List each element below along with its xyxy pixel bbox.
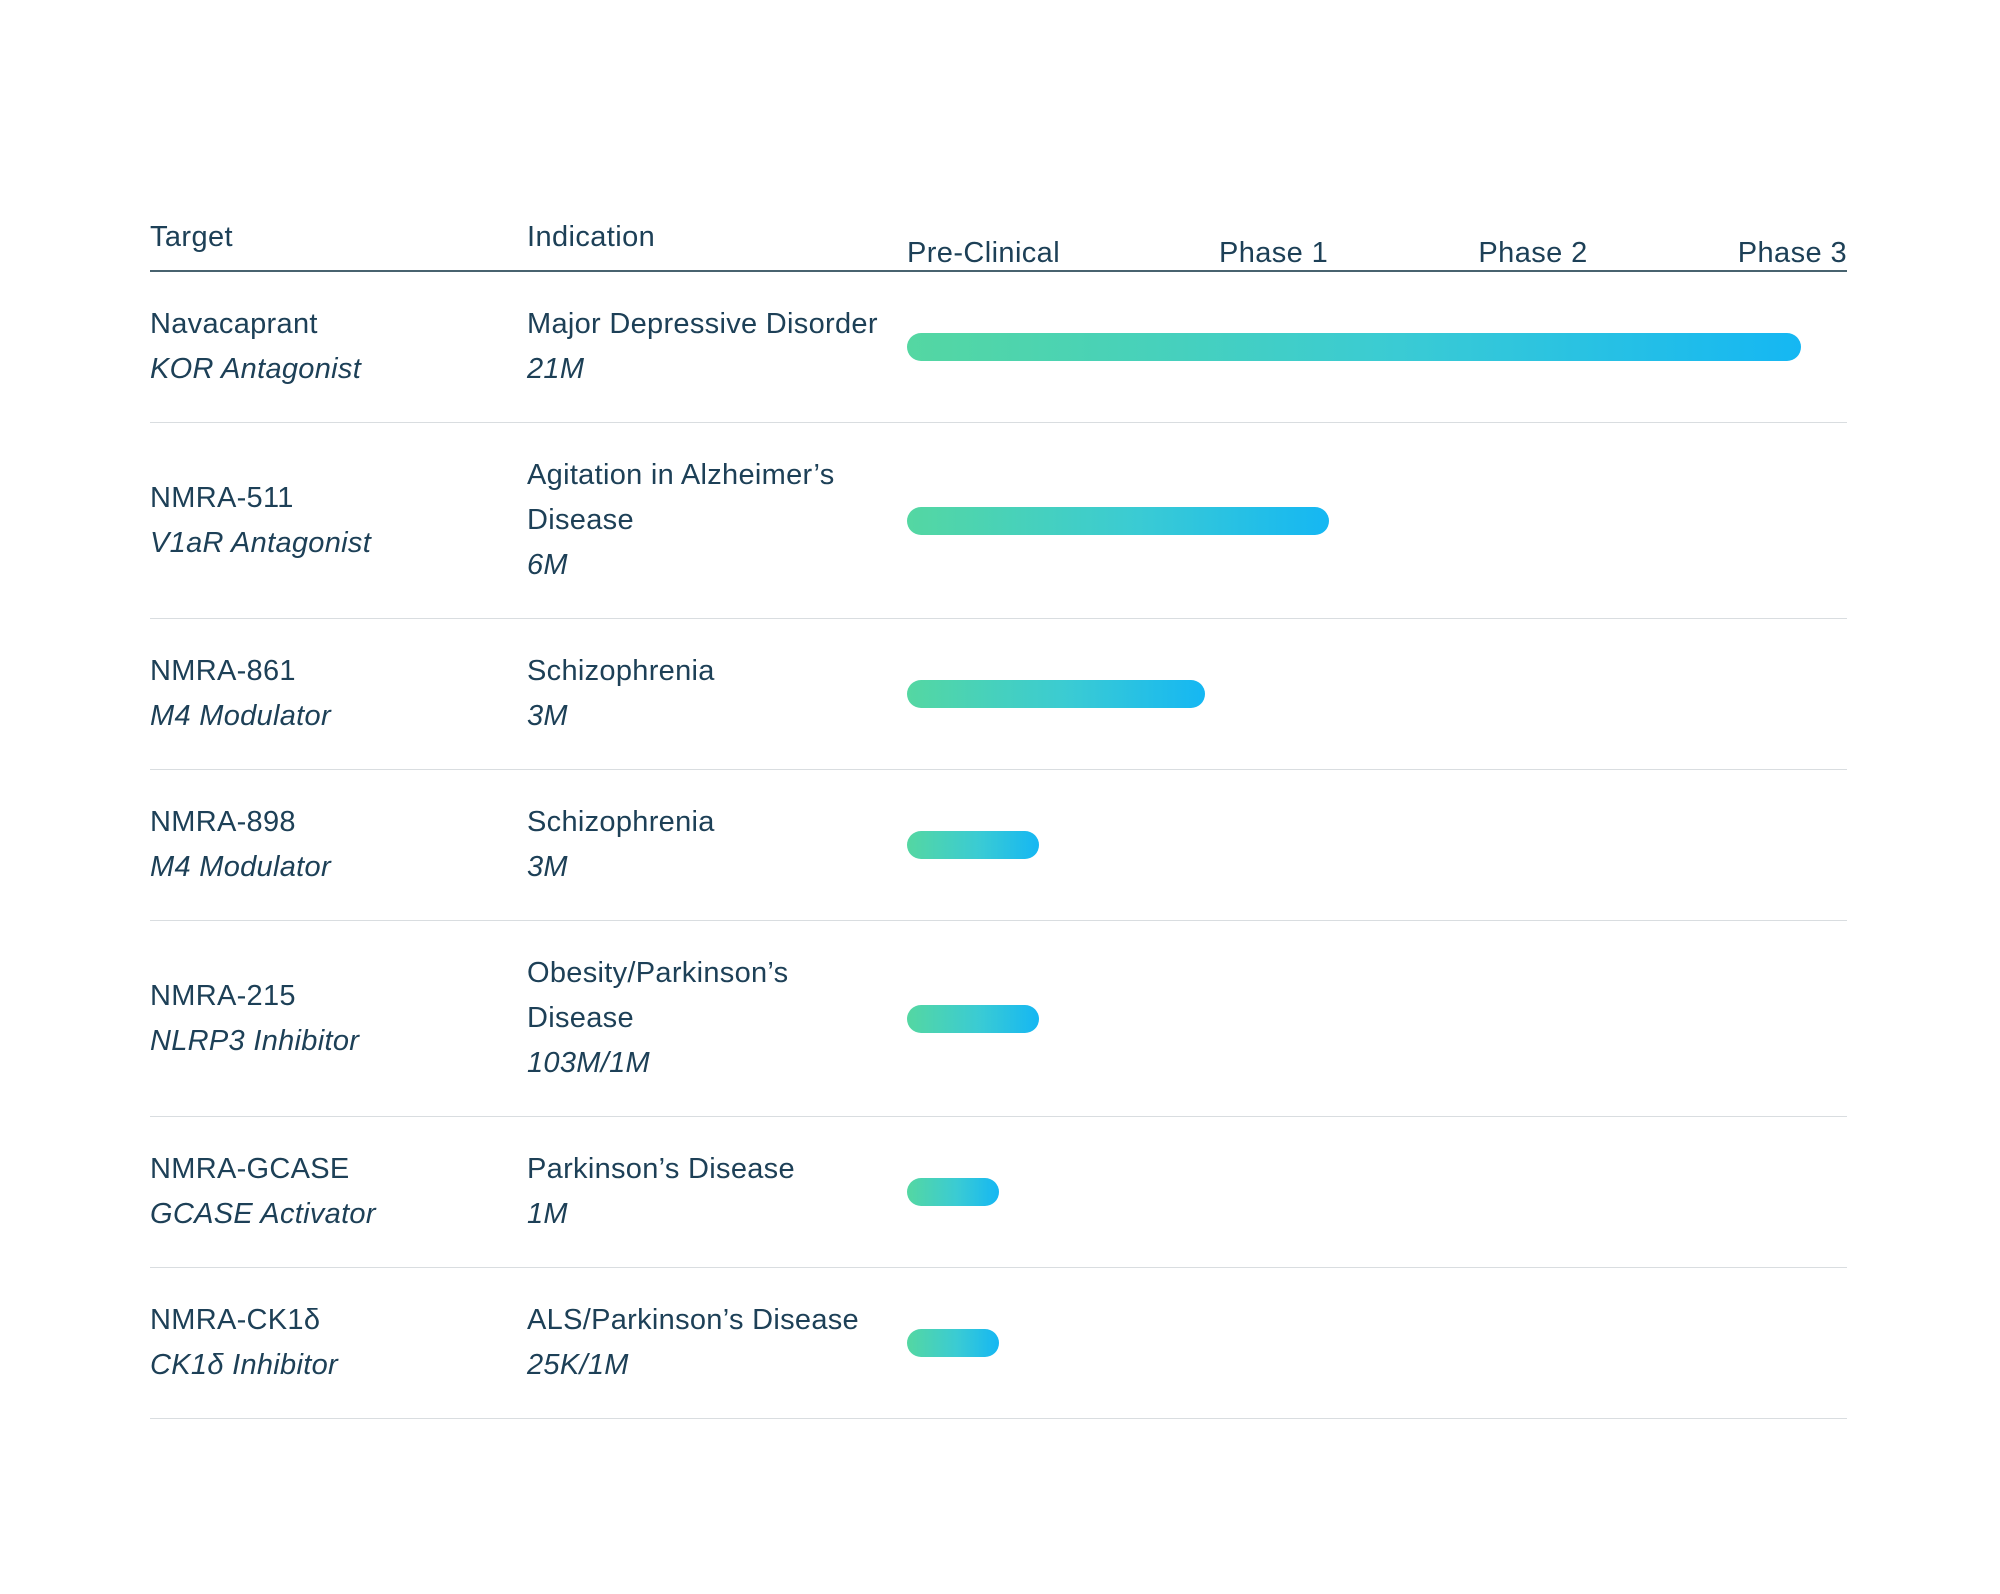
phase-track <box>907 1004 1801 1033</box>
indication-name: Schizophrenia <box>527 806 715 838</box>
target-cell: NMRA-511 V1aR Antagonist <box>150 476 527 566</box>
target-mechanism: V1aR Antagonist <box>150 526 372 559</box>
phase-chart-cell <box>907 1147 1847 1237</box>
target-cell: NMRA-CK1δ CK1δ Inhibitor <box>150 1298 527 1388</box>
target-name: NMRA-511 <box>150 481 294 514</box>
phase-chart-cell <box>907 302 1847 392</box>
indication-cell: Schizophrenia 3M <box>527 649 907 739</box>
indication-population: 103M/1M <box>527 1047 650 1079</box>
target-mechanism: KOR Antagonist <box>150 353 362 385</box>
table-header: Target Indication Pre-Clinical Phase 1 P… <box>150 190 1847 272</box>
pipeline-row: NMRA-215 NLRP3 Inhibitor Obesity/Parkins… <box>150 921 1847 1117</box>
phase-axis: Pre-Clinical Phase 1 Phase 2 Phase 3 <box>907 225 1847 270</box>
target-name: NMRA-898 <box>150 806 296 838</box>
progress-bar <box>907 333 1801 361</box>
indication-population: 3M <box>527 851 568 883</box>
pipeline-rows: Navacaprant KOR Antagonist Major Depress… <box>150 272 1847 1419</box>
indication-name: ALS/Parkinson’s Disease <box>527 1304 859 1336</box>
progress-bar <box>907 680 1205 708</box>
phase-track <box>907 680 1801 708</box>
phase-track <box>907 1178 1801 1206</box>
phase-track <box>907 333 1801 361</box>
target-name: NMRA-861 <box>150 655 296 687</box>
indication-cell: Agitation in Alzheimer’s Disease 6M <box>527 453 907 588</box>
pipeline-row: NMRA-CK1δ CK1δ Inhibitor ALS/Parkinson’s… <box>150 1268 1847 1419</box>
target-cell: NMRA-898 M4 Modulator <box>150 800 527 890</box>
pipeline-row: Navacaprant KOR Antagonist Major Depress… <box>150 272 1847 423</box>
indication-cell: Schizophrenia 3M <box>527 800 907 890</box>
indication-cell: Major Depressive Disorder 21M <box>527 302 907 392</box>
indication-name: Obesity/Parkinson’s Disease <box>527 957 789 1034</box>
target-mechanism: GCASE Activator <box>150 1198 376 1230</box>
indication-column-header: Indication <box>527 221 656 253</box>
target-mechanism: M4 Modulator <box>150 700 331 732</box>
phase-chart-cell <box>907 951 1847 1086</box>
target-name: NMRA-CK1δ <box>150 1304 321 1336</box>
indication-cell: Parkinson’s Disease 1M <box>527 1147 907 1237</box>
indication-population: 1M <box>527 1198 568 1230</box>
target-cell: NMRA-215 NLRP3 Inhibitor <box>150 974 527 1064</box>
phase-chart-cell <box>907 800 1847 890</box>
target-name: NMRA-GCASE <box>150 1153 350 1185</box>
indication-population: 21M <box>527 353 585 385</box>
target-mechanism: NLRP3 Inhibitor <box>150 1024 360 1057</box>
indication-name: Schizophrenia <box>527 655 715 687</box>
target-mechanism: M4 Modulator <box>150 851 331 883</box>
pipeline-row: NMRA-861 M4 Modulator Schizophrenia 3M <box>150 619 1847 770</box>
target-column-header: Target <box>150 221 233 253</box>
phase-label-phase2: Phase 2 <box>1478 237 1588 269</box>
indication-population: 3M <box>527 700 568 732</box>
indication-population: 25K/1M <box>527 1349 629 1381</box>
target-cell: NMRA-GCASE GCASE Activator <box>150 1147 527 1237</box>
target-name: NMRA-215 <box>150 979 296 1012</box>
pipeline-table: Target Indication Pre-Clinical Phase 1 P… <box>150 190 1847 1419</box>
phase-track <box>907 1329 1801 1357</box>
phase-track <box>907 831 1801 859</box>
pipeline-row: NMRA-511 V1aR Antagonist Agitation in Al… <box>150 423 1847 619</box>
progress-bar <box>907 1178 1000 1206</box>
pipeline-row: NMRA-898 M4 Modulator Schizophrenia 3M <box>150 770 1847 921</box>
indication-cell: ALS/Parkinson’s Disease 25K/1M <box>527 1298 907 1388</box>
progress-bar <box>907 1004 1040 1033</box>
pipeline-row: NMRA-GCASE GCASE Activator Parkinson’s D… <box>150 1117 1847 1268</box>
indication-name: Parkinson’s Disease <box>527 1153 795 1185</box>
indication-population: 6M <box>527 549 568 581</box>
target-cell: Navacaprant KOR Antagonist <box>150 302 527 392</box>
indication-cell: Obesity/Parkinson’s Disease 103M/1M <box>527 951 907 1086</box>
target-mechanism: CK1δ Inhibitor <box>150 1349 338 1381</box>
indication-name: Major Depressive Disorder <box>527 308 878 340</box>
target-name: Navacaprant <box>150 308 318 340</box>
progress-bar <box>907 506 1329 535</box>
phase-label-phase1: Phase 1 <box>1218 237 1329 269</box>
phase-chart-cell <box>907 453 1847 588</box>
indication-name: Agitation in Alzheimer’s Disease <box>527 459 835 536</box>
phase-label-phase3: Phase 3 <box>1737 237 1847 269</box>
phase-track <box>907 506 1801 535</box>
phase-chart-cell <box>907 649 1847 739</box>
phase-chart-cell <box>907 1298 1847 1388</box>
target-cell: NMRA-861 M4 Modulator <box>150 649 527 739</box>
progress-bar <box>907 831 1040 859</box>
progress-bar <box>907 1329 1000 1357</box>
phase-label-preclinical: Pre-Clinical <box>907 237 1061 269</box>
